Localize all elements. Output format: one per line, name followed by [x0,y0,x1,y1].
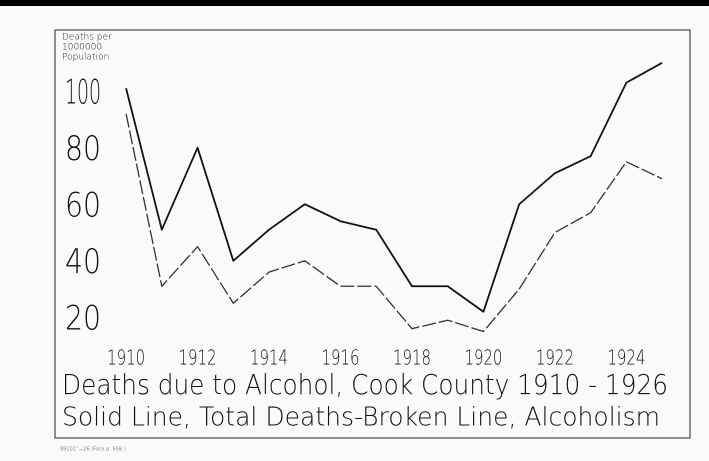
y-axis-label: 1000000 [62,43,102,53]
x-tick-label: 1914 [250,346,288,370]
y-axis-label: Deaths per [62,33,112,43]
frame [54,29,691,439]
y-tick-label: 20 [65,299,101,339]
x-tick-label: 1924 [607,346,645,370]
y-tick-label: 80 [65,129,101,169]
chart-subtitle: Solid Line, Total Deaths-Broken Line, Al… [62,403,660,433]
y-axis-label: Population [62,53,109,63]
x-tick-label: 1916 [322,346,360,370]
data-line [125,62,663,313]
x-tick-label: 1918 [393,346,431,370]
x-tick-label: 1910 [107,346,145,370]
footnote: 99101°—26 (Face p. 658.) [60,447,126,453]
y-tick-label: 100 [65,72,101,112]
x-tick-label: 1922 [536,346,574,370]
chart-title: Deaths due to Alcohol, Cook County 1910 … [62,368,668,401]
y-tick-label: 40 [65,242,101,282]
top-bar [0,0,709,6]
x-tick-label: 1920 [464,346,502,370]
x-tick-label: 1912 [179,346,217,370]
y-tick-label: 60 [65,186,101,226]
data-line [125,113,663,333]
